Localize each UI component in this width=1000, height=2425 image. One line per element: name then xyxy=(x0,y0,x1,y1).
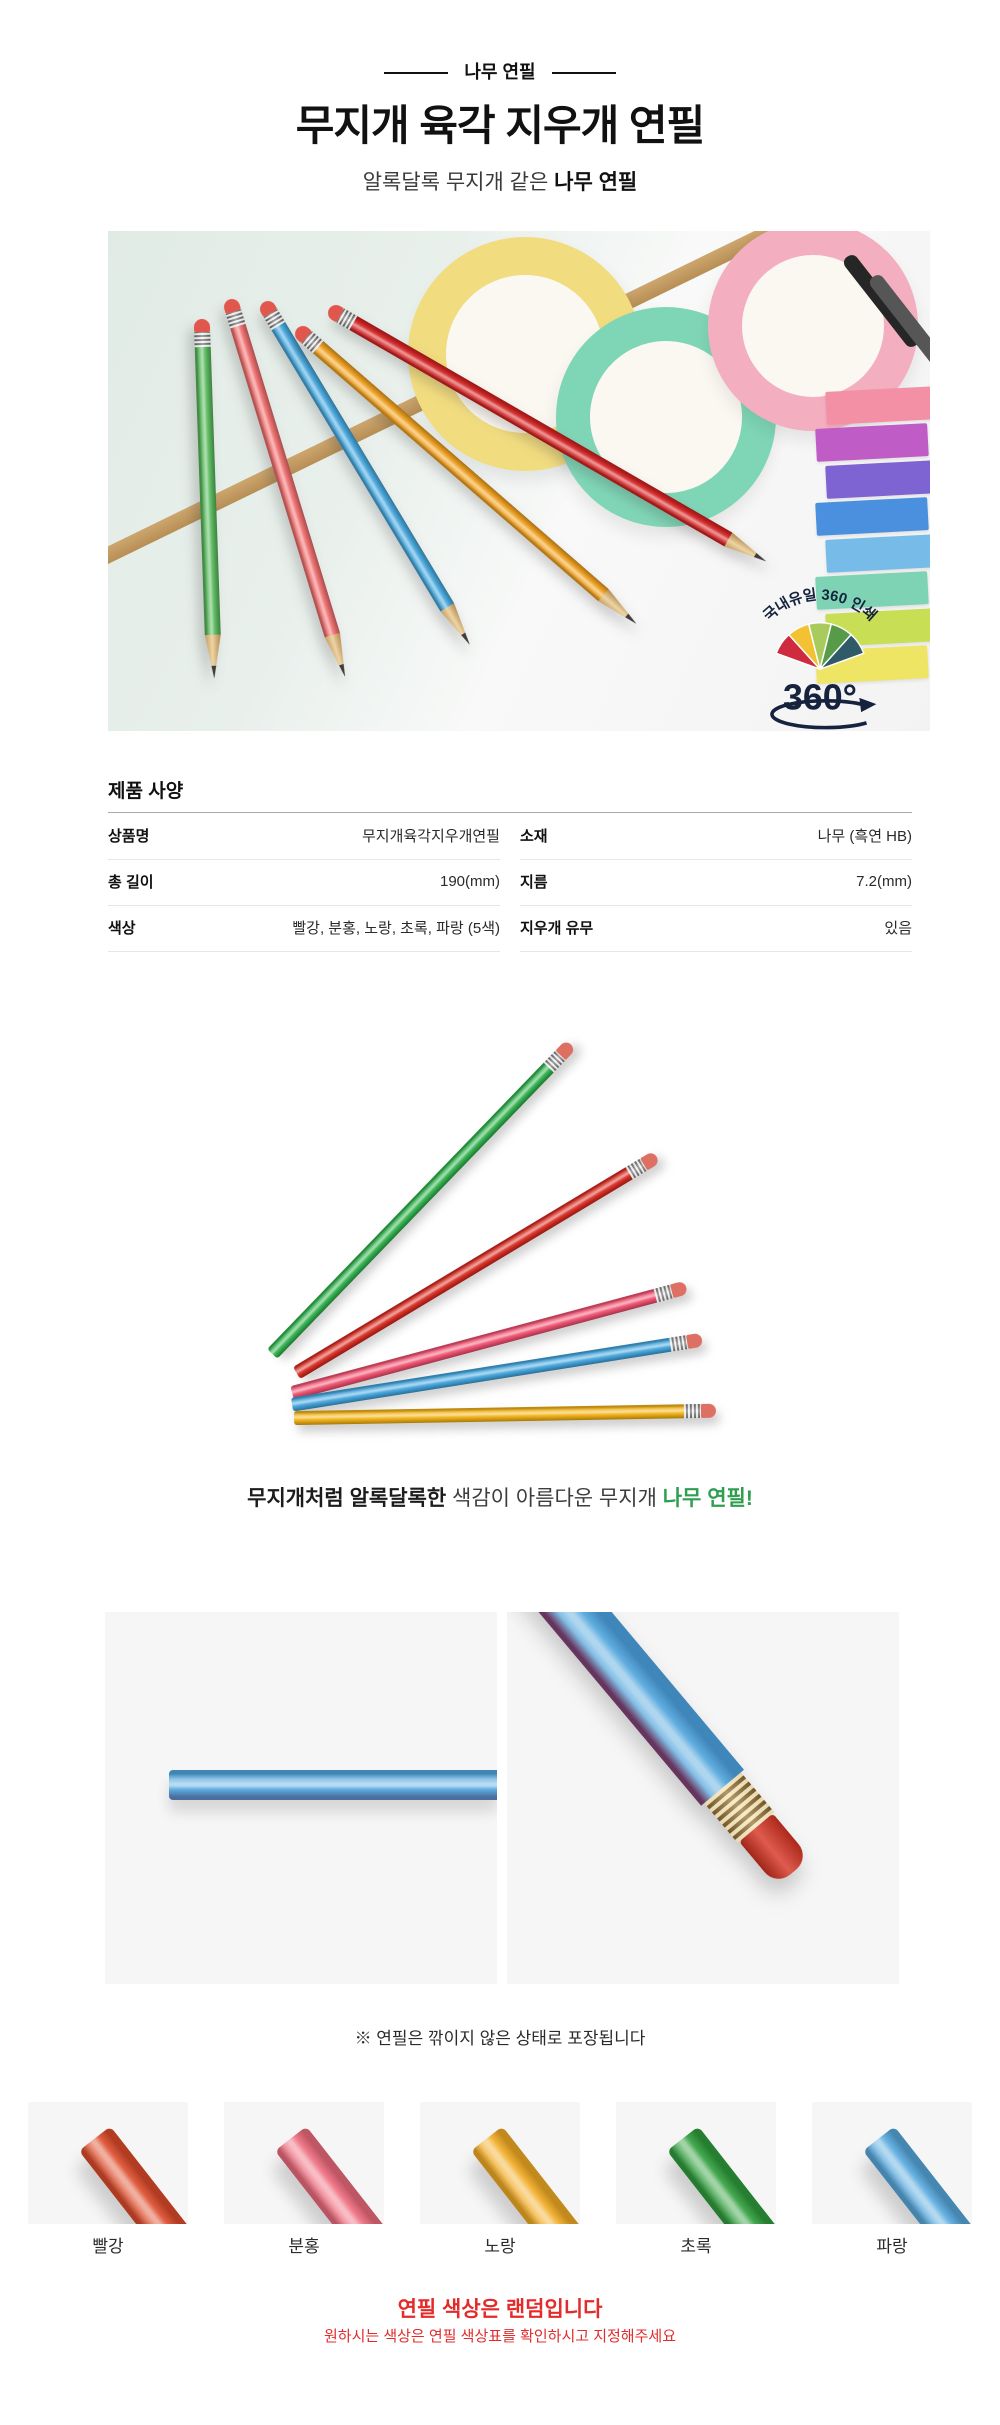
pencil-swatch xyxy=(470,2126,580,2224)
pencil-tip xyxy=(205,635,223,680)
eyebrow: 나무 연필 xyxy=(0,58,1000,84)
swatch-label: 노랑 xyxy=(484,2237,516,2256)
sticky-tab xyxy=(825,534,930,573)
pencil-ferrule xyxy=(683,1403,702,1419)
swatch-label: 초록 xyxy=(680,2237,712,2256)
spec-label: 소재 xyxy=(520,828,548,845)
spec-value: 있음 xyxy=(884,920,912,937)
pencil-eraser-end xyxy=(507,1612,815,1890)
badge-arc-text: 국내유일 360 인쇄 xyxy=(760,586,880,624)
pencil-lead xyxy=(206,666,222,680)
page-subtitle: 알록달록 무지개 같은 나무 연필 xyxy=(0,166,1000,196)
spec-label: 상품명 xyxy=(108,828,150,845)
color-request-notice: 원하시는 색상은 연필 색상표를 확인하시고 지정해주세요 xyxy=(323,2328,677,2345)
pencil-lead xyxy=(751,548,770,568)
spec-table: 상품명 무지개육각지우개연필 소재 나무 (흑연 HB) 총 길이 190(mm… xyxy=(108,812,912,952)
spec-value: 나무 (흑연 HB) xyxy=(817,828,912,845)
spec-label: 지름 xyxy=(520,874,548,891)
spec-value: 7.2(mm) xyxy=(856,873,912,890)
closeup-left xyxy=(105,1612,497,1984)
random-color-notice: 연필 색상은 랜덤입니다 xyxy=(397,2298,603,2321)
pencil-swatch xyxy=(862,2126,972,2224)
swatch-label: 분홍 xyxy=(288,2237,320,2256)
pencil-tip xyxy=(325,633,353,680)
spec-label: 총 길이 xyxy=(108,874,154,891)
pencil-body xyxy=(194,346,221,636)
spec-value: 빨강, 분홍, 노랑, 초록, 파랑 (5색) xyxy=(292,920,500,937)
pencil-lead xyxy=(456,630,476,649)
pencil-tip xyxy=(724,533,770,569)
closeup-right xyxy=(507,1612,899,1984)
pencil-body xyxy=(267,1062,554,1359)
swatch-label: 빨강 xyxy=(92,2237,124,2256)
pencil-body xyxy=(507,1612,744,1806)
swatch-tile-red xyxy=(28,2102,188,2224)
pencil-lead xyxy=(334,662,353,679)
fan-caption: 무지개처럼 알록달록한 색감이 아름다운 무지개 나무 연필! xyxy=(0,1482,1000,1512)
page-title: 무지개 육각 지우개 연필 xyxy=(295,102,705,149)
badge-360-text: 360° xyxy=(783,677,857,717)
eyebrow-left-dash xyxy=(384,72,449,74)
pencil-yellow xyxy=(293,1403,717,1426)
pencil-tip xyxy=(598,589,642,630)
sticky-tab xyxy=(825,460,930,499)
subtitle-text: 알록달록 무지개 같은 xyxy=(362,171,555,194)
pencil-swatch xyxy=(78,2126,188,2224)
eyebrow-label: 나무 연필 xyxy=(464,62,536,82)
pencil-eraser xyxy=(669,1280,689,1299)
spec-value: 무지개육각지우개연필 xyxy=(361,828,500,845)
pencil-eraser xyxy=(686,1332,704,1349)
svg-text:국내유일 360 인쇄: 국내유일 360 인쇄 xyxy=(760,586,880,624)
pencil-tip xyxy=(440,603,476,649)
eyebrow-right-dash xyxy=(551,72,616,74)
packaging-note: ※ 연필은 깎이지 않은 상태로 포장됩니다 xyxy=(354,2029,646,2048)
caption-green-bold: 나무 연필! xyxy=(662,1487,753,1510)
caption-bold: 무지개처럼 알록달록한 xyxy=(247,1487,447,1510)
pencil-swatch xyxy=(274,2126,384,2224)
swatch-label: 파랑 xyxy=(876,2237,908,2256)
pencil-body xyxy=(293,1404,685,1426)
pencil-eraser xyxy=(700,1403,717,1418)
pencil-unsharpened-end xyxy=(169,1770,497,1800)
pencil-eraser xyxy=(193,318,211,333)
sticky-tab xyxy=(825,386,930,425)
swatch-tile-green xyxy=(616,2102,776,2224)
pencil-ferrule xyxy=(194,331,211,348)
table-row: 색상 빨강, 분홍, 노랑, 초록, 파랑 (5색) 지우개 유무 있음 xyxy=(108,905,912,952)
caption-regular: 색감이 아름다운 무지개 xyxy=(446,1487,663,1510)
swatch-tile-blue xyxy=(812,2102,972,2224)
hero-photo: 국내유일 360 인쇄 360° xyxy=(108,231,930,731)
pencil-lead xyxy=(622,609,642,630)
fan-image xyxy=(0,1039,1000,1460)
badge-360-icon: 국내유일 360 인쇄 360° xyxy=(730,569,910,731)
table-row: 상품명 무지개육각지우개연필 소재 나무 (흑연 HB) xyxy=(108,813,912,860)
spec-heading: 제품 사양 xyxy=(108,781,184,802)
pencil-green xyxy=(267,1039,576,1359)
sticky-tab xyxy=(815,497,929,536)
spec-label: 지우개 유무 xyxy=(520,920,594,937)
sticky-tab xyxy=(815,423,929,462)
subtitle-bold: 나무 연필 xyxy=(554,171,638,194)
swatch-tile-yellow xyxy=(420,2102,580,2224)
pencil-ferrule xyxy=(669,1335,689,1352)
table-row: 총 길이 190(mm) 지름 7.2(mm) xyxy=(108,859,912,906)
pencil-swatch xyxy=(666,2126,776,2224)
spec-label: 색상 xyxy=(108,920,136,937)
swatch-tile-pink xyxy=(224,2102,384,2224)
spec-value: 190(mm) xyxy=(439,873,500,890)
